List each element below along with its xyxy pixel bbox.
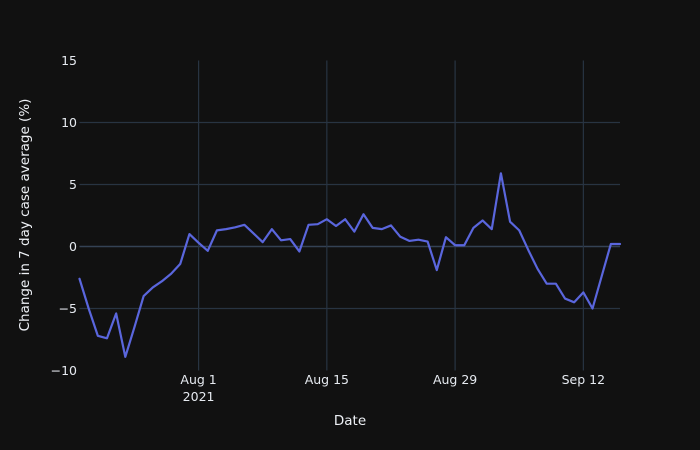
x-tick-sublabel: 2021 [183,389,215,404]
y-axis-title: Change in 7 day case average (%) [17,99,33,332]
series-layer [78,172,622,358]
case-average-line-series [78,172,622,358]
x-tick-label: Aug 1 [180,372,216,387]
x-axis-title: Date [334,413,366,429]
y-tick-label: −5 [59,301,77,316]
y-tick-label: 5 [69,177,77,192]
x-tick-label: Sep 12 [562,372,605,387]
x-tick-label: Aug 15 [305,372,349,387]
y-tick-label: 10 [61,115,77,130]
y-tick-label: −10 [51,363,77,378]
y-tick-label: 15 [61,53,77,68]
gridlines-layer [79,60,620,371]
y-tick-label: 0 [69,239,77,254]
x-tick-label: Aug 29 [433,372,477,387]
tick-labels-layer: Aug 1 2021 Aug 15 Aug 29 Sep 12 15 10 5 0 −5 −10 [51,53,605,404]
